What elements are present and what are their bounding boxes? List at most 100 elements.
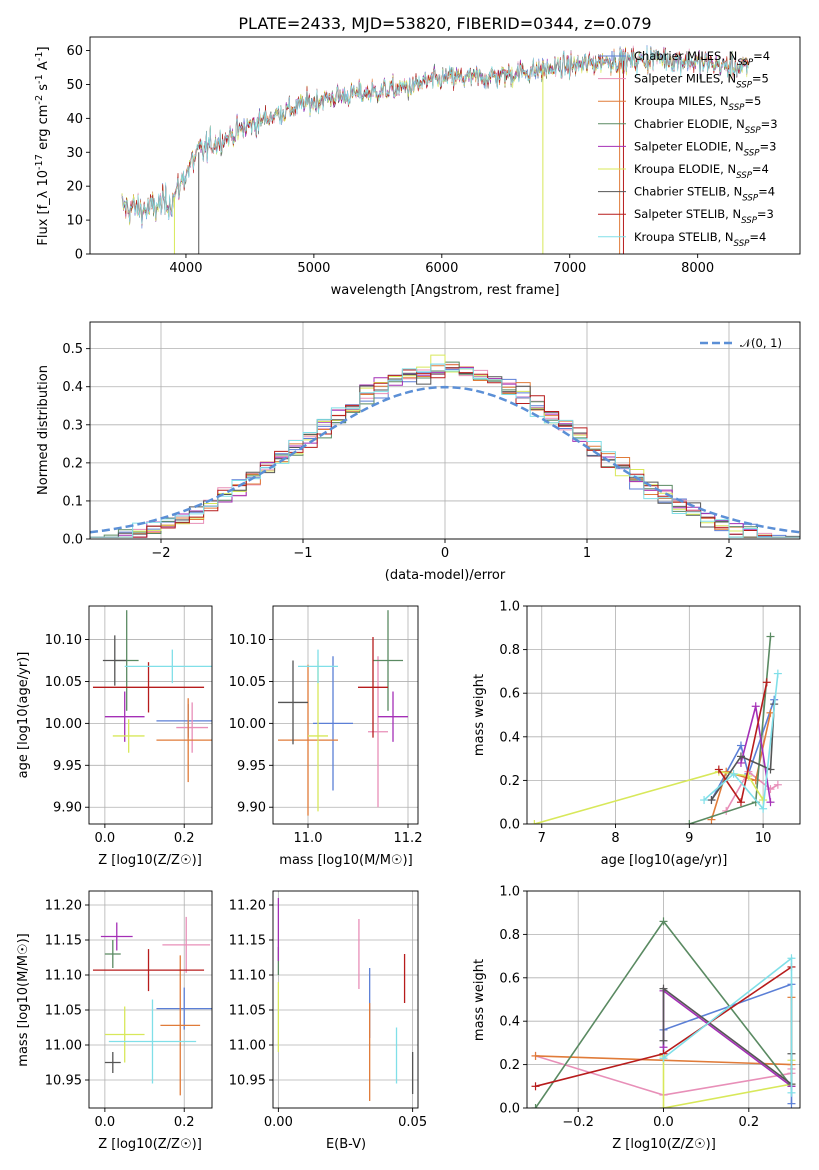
normal-reference-curve xyxy=(90,385,800,534)
legend-label: Kroupa MILES, NSSP=5 xyxy=(634,94,761,113)
y-tick-label: 11.00 xyxy=(45,1039,82,1054)
y-tick-label: 0.4 xyxy=(62,380,83,395)
y-axis-label: mass weight xyxy=(472,674,487,756)
y-tick-label: 0.5 xyxy=(62,342,83,357)
x-axis-label: Z [log10(Z/Z☉)] xyxy=(98,1137,202,1152)
y-tick-label: 0.2 xyxy=(62,456,83,471)
x-tick-label: 10 xyxy=(755,831,772,846)
label-fragment: age [log10(age/yr)] xyxy=(16,652,31,779)
legend-label: Salpeter MILES, NSSP=5 xyxy=(634,72,769,91)
legend-label: 𝒩(0, 1) xyxy=(740,336,782,350)
weight-line xyxy=(534,770,764,824)
plot-area xyxy=(90,354,800,538)
x-tick-label: 11.2 xyxy=(394,831,423,846)
label-fragment: Z [log10(Z/Z☉)] xyxy=(98,853,202,868)
axes-frame xyxy=(89,36,801,255)
x-axis-label: wavelength [Angstrom, rest frame] xyxy=(331,283,560,298)
y-tick-label: 0.2 xyxy=(499,1058,520,1073)
weight-line xyxy=(689,636,772,824)
y-tick-label: 1.0 xyxy=(499,600,520,615)
label-fragment: -17 xyxy=(34,154,45,170)
legend-subscript: SSP xyxy=(736,81,753,91)
spectrum-line xyxy=(121,47,749,223)
y-tick-label: 50 xyxy=(66,78,83,93)
y-axis-label: mass weight xyxy=(472,959,487,1041)
x-axis-label: Z [log10(Z/Z☉)] xyxy=(612,1137,716,1152)
plot-area xyxy=(121,45,749,254)
plot-area xyxy=(531,917,796,1108)
x-tick-label: 0.2 xyxy=(174,831,195,846)
x-axis-label: age [log10(age/yr)] xyxy=(601,853,728,868)
x-tick-label: 0.2 xyxy=(174,1115,195,1130)
y-axis-label: Normed distribution xyxy=(36,365,51,495)
x-tick-label: 7000 xyxy=(553,261,586,276)
plot-area xyxy=(92,610,212,783)
y-tick-label: 10.00 xyxy=(229,717,266,732)
y-tick-label: 10.95 xyxy=(45,1074,82,1089)
label-fragment: E(B-V) xyxy=(326,1137,366,1152)
label-fragment: -1 xyxy=(34,74,45,84)
x-tick-label: 1 xyxy=(583,546,591,561)
x-tick-label: −2 xyxy=(151,546,170,561)
y-tick-label: 0.4 xyxy=(499,730,520,745)
label-fragment: mass [log10(M/M☉)] xyxy=(16,933,31,1066)
x-axis-label: Z [log10(Z/Z☉)] xyxy=(98,853,202,868)
label-fragment: ] xyxy=(36,46,51,51)
label-fragment: mass weight xyxy=(472,959,487,1041)
x-tick-label: 8000 xyxy=(681,261,714,276)
y-tick-label: 11.20 xyxy=(45,899,82,914)
label-fragment: (data-model)/error xyxy=(385,568,506,583)
y-tick-label: 10.10 xyxy=(45,633,82,648)
y-tick-label: 0.1 xyxy=(62,494,83,509)
axes-frame xyxy=(88,605,213,825)
legend-label: Kroupa ELODIE, NSSP=4 xyxy=(634,162,769,181)
y-tick-label: 0.2 xyxy=(499,774,520,789)
y-tick-label: 0.4 xyxy=(499,1015,520,1030)
axes-mass_vs_ebv: 0.00 0.05 10.95 11.00 11.05 11.10 11.15 11.20 E(… xyxy=(229,890,427,1152)
axes-age_vs_mass: 11.0 11.2 9.90 9.95 10.00 10.05 10.10 mass [log… xyxy=(229,605,423,868)
y-tick-label: 10.95 xyxy=(229,1074,266,1089)
axes-age_vs_Z: 0.0 0.2 9.90 9.95 10.00 10.05 10.10 Z [log10(Z/… xyxy=(16,605,213,868)
y-tick-label: 40 xyxy=(66,112,83,127)
x-tick-label: 5000 xyxy=(297,261,330,276)
y-tick-label: 11.05 xyxy=(45,1004,82,1019)
y-tick-label: 60 xyxy=(66,44,83,59)
x-tick-label: 2 xyxy=(725,546,733,561)
legend-label: Chabrier ELODIE, NSSP=3 xyxy=(634,117,778,136)
legend-label: Chabrier STELIB, NSSP=4 xyxy=(634,185,775,204)
axes-weight_vs_age: 7 8 9 10 0.0 0.2 0.4 0.6 0.8 1.0 age [log10(age/yr… xyxy=(472,600,801,868)
y-tick-label: 11.00 xyxy=(229,1039,266,1054)
x-tick-label: 0 xyxy=(441,546,449,561)
y-tick-label: 11.10 xyxy=(45,969,82,984)
legend: Chabrier MILES, NSSP=4 Salpeter MILES, NS… xyxy=(598,49,778,249)
x-tick-label: 0.2 xyxy=(738,1115,759,1130)
x-tick-label: 0.00 xyxy=(264,1115,293,1130)
x-tick-label: 0.0 xyxy=(95,1115,116,1130)
histogram-steps xyxy=(90,364,800,538)
y-tick-label: 11.10 xyxy=(229,969,266,984)
x-tick-label: 11.0 xyxy=(294,831,323,846)
x-tick-label: 9 xyxy=(685,831,693,846)
legend-subscript: SSP xyxy=(734,239,751,249)
y-tick-label: 0.0 xyxy=(62,533,83,548)
y-tick-label: 0.0 xyxy=(499,818,520,833)
x-tick-label: 7 xyxy=(538,831,546,846)
axes-weight_vs_Z: −0.2 0.0 0.2 0.0 0.2 0.4 0.6 0.8 1.0 Z [log10(Z/Z… xyxy=(472,885,801,1152)
label-fragment: -1 xyxy=(34,51,45,61)
axes-spectrum: 4000 5000 6000 7000 8000 0 10 20 30 40 50 60 wavelen… xyxy=(34,36,801,298)
label-fragment: Z [log10(Z/Z☉)] xyxy=(612,1137,716,1152)
y-tick-label: 0.8 xyxy=(499,643,520,658)
legend-subscript: SSP xyxy=(736,171,753,181)
label-fragment: Flux [f_λ 10 xyxy=(36,170,51,246)
y-tick-label: 10.05 xyxy=(45,675,82,690)
y-tick-label: 10.00 xyxy=(45,717,82,732)
y-tick-label: 0.6 xyxy=(499,971,520,986)
label-fragment: Normed distribution xyxy=(36,365,51,495)
legend-label: Salpeter STELIB, NSSP=3 xyxy=(634,207,774,226)
y-axis-label: mass [log10(M/M☉)] xyxy=(16,933,31,1066)
y-axis-label: age [log10(age/yr)] xyxy=(16,652,31,779)
label-fragment: A xyxy=(36,61,51,74)
axes-residuals: −2 −1 0 1 2 0.0 0.1 0.2 0.3 0.4 0.5 𝒩(0, 1) (data-mo… xyxy=(36,321,801,583)
weight-line xyxy=(703,673,779,811)
